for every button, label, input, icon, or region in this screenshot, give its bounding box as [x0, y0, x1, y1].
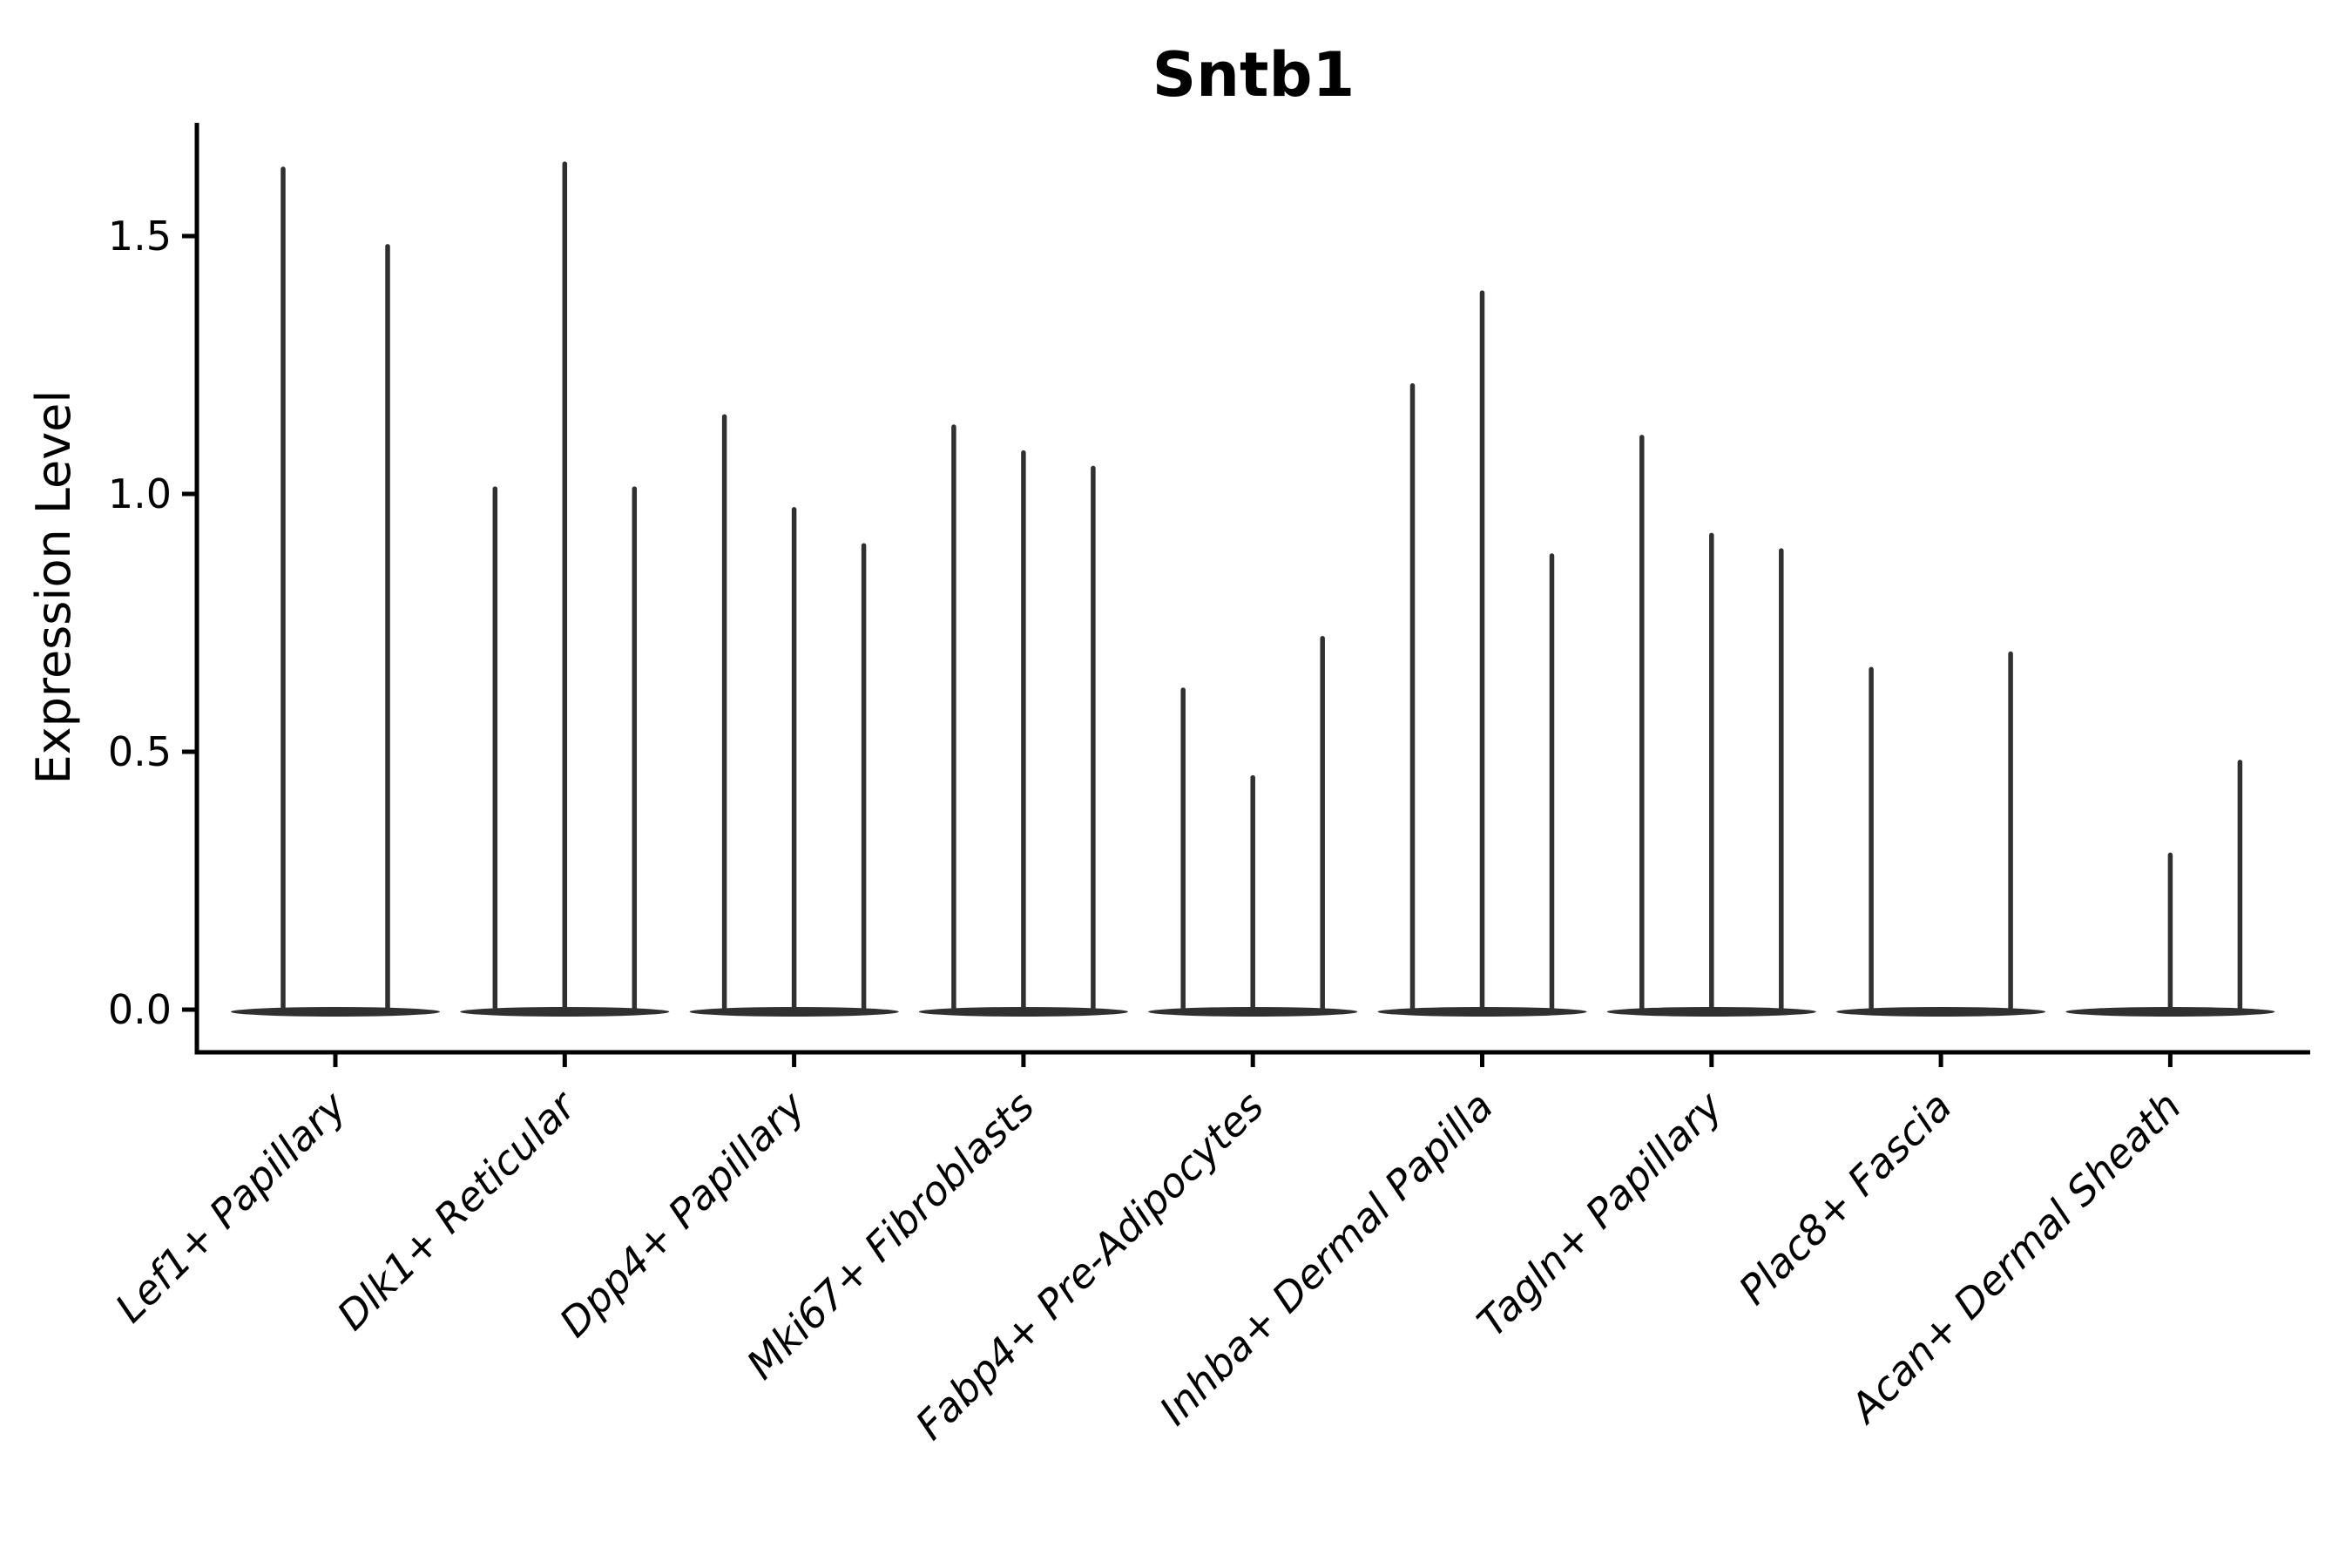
violin-group — [2065, 760, 2275, 1017]
x-tick-label: Dlk1+ Reticular — [328, 1080, 586, 1339]
x-tick-label: Plac8+ Fascia — [1729, 1083, 1960, 1314]
violin-group — [231, 166, 440, 1017]
violin-group — [1836, 651, 2046, 1017]
violins-layer — [231, 161, 2275, 1017]
violin-group — [460, 161, 670, 1017]
violin-group — [1377, 290, 1587, 1017]
violin-group — [1148, 636, 1358, 1017]
chart-title: Sntb1 — [1152, 39, 1355, 111]
y-tick-label: 0.0 — [108, 986, 172, 1033]
y-axis-label: Expression Level — [26, 390, 81, 785]
violin-group — [689, 414, 899, 1017]
x-tick-label: Dpp4+ Papillary — [551, 1082, 814, 1346]
y-tick-label: 1.5 — [108, 213, 172, 260]
x-tick-label: Tagln+ Papillary — [1468, 1082, 1732, 1346]
violin-base — [1836, 1007, 2046, 1017]
y-tick-label: 0.5 — [108, 728, 172, 775]
violin-base — [231, 1007, 440, 1017]
violin-group — [918, 424, 1128, 1017]
y-tick-label: 1.0 — [108, 470, 172, 517]
x-tick-label: Lef1+ Papillary — [106, 1082, 355, 1331]
violin-group — [1606, 435, 1816, 1017]
